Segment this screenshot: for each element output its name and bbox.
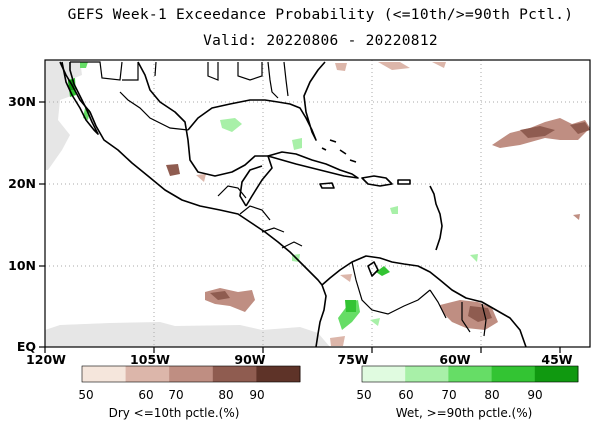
lon-label-45w: 45W xyxy=(541,352,572,367)
lon-label-120w: 120W xyxy=(26,352,66,367)
wet-tick-50: 50 xyxy=(356,388,371,402)
dry-tick-90: 90 xyxy=(249,388,264,402)
lon-label-75w: 75W xyxy=(337,352,368,367)
lat-label-20n: 20N xyxy=(8,176,36,191)
dry-legend-caption: Dry <=10th pctle.(%) xyxy=(109,406,240,420)
wet-tick-60: 60 xyxy=(398,388,413,402)
borders xyxy=(70,61,487,337)
lat-label-10n: 10N xyxy=(8,258,36,273)
wet-tick-70: 70 xyxy=(441,388,456,402)
lon-label-60w: 60W xyxy=(439,352,470,367)
map-frame xyxy=(44,59,591,348)
dry-tick-70: 70 xyxy=(168,388,183,402)
map-area xyxy=(45,60,590,347)
wet-swatch-4 xyxy=(491,366,536,382)
dry-swatch-1 xyxy=(82,366,127,382)
coastlines xyxy=(59,61,527,347)
graticule xyxy=(45,60,590,347)
wet-swatch-5 xyxy=(534,366,579,382)
dry-tick-80: 80 xyxy=(218,388,233,402)
lat-label-eq: EQ xyxy=(17,339,36,354)
lat-label-30n: 30N xyxy=(8,94,36,109)
dry-swatch-5 xyxy=(256,366,301,382)
lon-label-105w: 105W xyxy=(130,352,170,367)
missing-data-areas xyxy=(45,60,330,347)
dry-swatch-4 xyxy=(212,366,257,382)
lon-label-90w: 90W xyxy=(234,352,265,367)
dry-legend: 50 60 70 80 90 Dry <=10th pctle.(%) xyxy=(78,365,301,420)
dry-probability-areas xyxy=(166,62,590,346)
wet-legend-caption: Wet, >=90th pctle.(%) xyxy=(396,406,533,420)
wet-swatch-1 xyxy=(362,366,406,382)
dry-tick-60: 60 xyxy=(138,388,153,402)
wet-tick-80: 80 xyxy=(484,388,499,402)
axis-ticks xyxy=(39,101,561,353)
wet-swatch-2 xyxy=(405,366,449,382)
dry-tick-50: 50 xyxy=(78,388,93,402)
wet-tick-90: 90 xyxy=(527,388,542,402)
wet-legend: 50 60 70 80 90 Wet, >=90th pctle.(%) xyxy=(356,365,579,420)
wet-legend-swatches xyxy=(362,366,579,382)
dry-legend-swatches xyxy=(82,366,301,382)
dry-swatch-3 xyxy=(169,366,214,382)
dry-swatch-2 xyxy=(125,366,170,382)
map-title: GEFS Week-1 Exceedance Probability (<=10… xyxy=(67,7,574,23)
wet-swatch-3 xyxy=(448,366,493,382)
valid-date-range: Valid: 20220806 - 20220812 xyxy=(203,33,438,49)
